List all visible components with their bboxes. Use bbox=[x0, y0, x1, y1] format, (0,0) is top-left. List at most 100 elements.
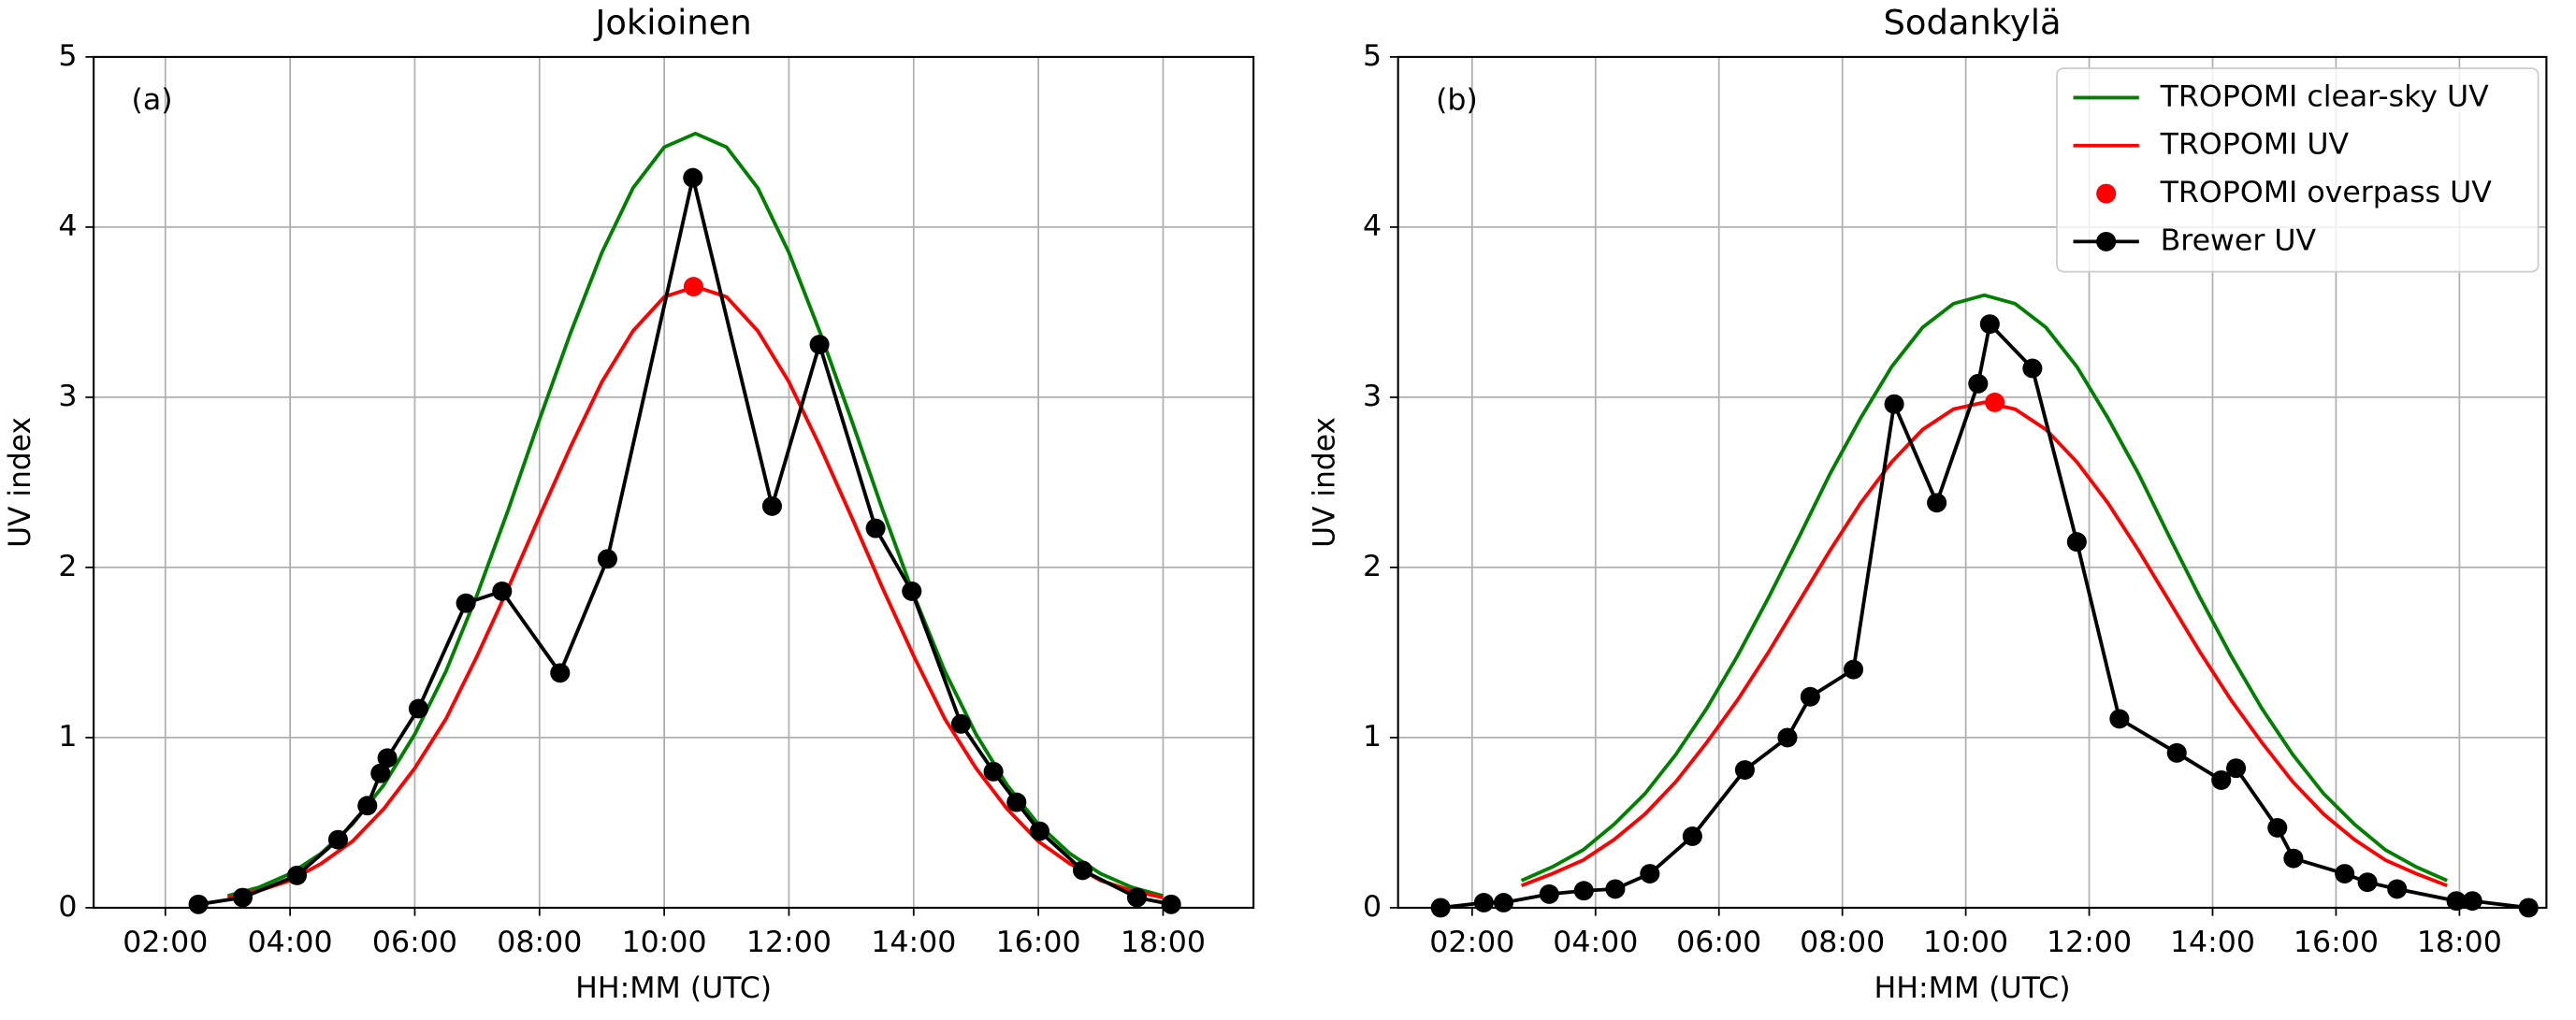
y-tick-label: 5 bbox=[1363, 39, 1382, 73]
data-point bbox=[761, 496, 782, 516]
x-tick-label: 06:00 bbox=[372, 926, 457, 959]
data-point bbox=[357, 796, 378, 816]
data-point bbox=[492, 581, 513, 601]
data-point bbox=[327, 829, 348, 850]
data-point bbox=[2066, 532, 2087, 553]
x-axis-label: HH:MM (UTC) bbox=[1874, 971, 2071, 1005]
x-tick-label: 12:00 bbox=[746, 926, 832, 959]
x-tick-label: 18:00 bbox=[1121, 926, 1206, 959]
data-point bbox=[232, 887, 253, 908]
legend-marker bbox=[2096, 231, 2117, 251]
y-tick-label: 4 bbox=[1363, 209, 1382, 243]
data-point bbox=[2166, 742, 2187, 763]
data-point bbox=[456, 593, 476, 613]
data-point bbox=[683, 167, 703, 188]
data-point bbox=[1006, 792, 1027, 812]
data-point bbox=[550, 663, 571, 683]
data-point bbox=[983, 761, 1004, 782]
legend-label: Brewer UV bbox=[2161, 223, 2317, 257]
data-point bbox=[2267, 817, 2288, 838]
data-point bbox=[286, 865, 307, 885]
data-point bbox=[1493, 893, 1514, 912]
data-point bbox=[1539, 884, 1559, 904]
y-tick-label: 4 bbox=[58, 209, 77, 243]
data-point bbox=[683, 277, 703, 297]
data-point bbox=[1573, 881, 1594, 901]
data-point bbox=[2387, 879, 2408, 899]
x-tick-label: 04:00 bbox=[1553, 926, 1638, 959]
chart-title: Jokioinen bbox=[593, 3, 751, 43]
legend-label: TROPOMI clear-sky UV bbox=[2160, 79, 2490, 113]
data-point bbox=[2211, 769, 2232, 790]
data-point bbox=[1844, 659, 1864, 680]
x-tick-label: 12:00 bbox=[2047, 926, 2132, 959]
legend-label: TROPOMI overpass UV bbox=[2160, 176, 2493, 209]
legend-box bbox=[2056, 67, 2540, 273]
data-point bbox=[2462, 891, 2482, 912]
x-tick-label: 16:00 bbox=[2294, 926, 2379, 959]
x-tick-label: 04:00 bbox=[248, 926, 333, 959]
data-point bbox=[809, 335, 830, 354]
x-tick-label: 10:00 bbox=[622, 926, 707, 959]
data-point bbox=[2022, 358, 2043, 379]
data-point bbox=[1072, 860, 1093, 881]
data-point bbox=[1800, 686, 1820, 707]
data-point bbox=[597, 549, 617, 569]
data-point bbox=[370, 763, 391, 783]
data-point bbox=[865, 518, 886, 539]
data-point bbox=[1985, 392, 2005, 412]
data-point bbox=[2335, 864, 2355, 884]
y-axis-label: UV index bbox=[1308, 417, 1341, 548]
x-tick-label: 10:00 bbox=[1923, 926, 2008, 959]
data-point bbox=[1161, 894, 1181, 914]
legend-label: TROPOMI UV bbox=[2160, 128, 2350, 162]
data-point bbox=[1682, 826, 1702, 846]
series-line bbox=[1520, 400, 2448, 888]
data-point bbox=[950, 713, 971, 734]
data-point bbox=[2357, 872, 2378, 893]
x-tick-label: 02:00 bbox=[1429, 926, 1514, 959]
data-point bbox=[1968, 373, 1989, 394]
data-point bbox=[1777, 727, 1798, 748]
data-point bbox=[1640, 864, 1660, 884]
y-tick-label: 0 bbox=[58, 890, 77, 924]
y-tick-label: 0 bbox=[1363, 890, 1382, 924]
data-point bbox=[377, 748, 398, 769]
y-tick-label: 5 bbox=[58, 39, 77, 73]
y-axis-label: UV index bbox=[4, 417, 37, 548]
data-point bbox=[1605, 879, 1626, 899]
data-point bbox=[1126, 887, 1147, 908]
x-tick-label: 08:00 bbox=[1800, 926, 1885, 959]
data-point bbox=[1979, 314, 2000, 335]
data-point bbox=[1734, 760, 1755, 780]
data-point bbox=[1884, 394, 1904, 414]
data-point bbox=[1927, 493, 1947, 513]
plot-frame bbox=[1397, 55, 2548, 909]
panel-label: (b) bbox=[1436, 83, 1478, 117]
chart-title: Sodankylä bbox=[1884, 3, 2062, 43]
data-point bbox=[188, 894, 209, 914]
x-axis-label: HH:MM (UTC) bbox=[575, 971, 772, 1005]
x-tick-label: 16:00 bbox=[996, 926, 1081, 959]
y-tick-label: 3 bbox=[1363, 380, 1382, 413]
series-line bbox=[1520, 293, 2448, 883]
data-point bbox=[408, 698, 428, 719]
data-point bbox=[2446, 891, 2467, 912]
data-point bbox=[1473, 893, 1494, 912]
x-tick-label: 14:00 bbox=[2170, 926, 2255, 959]
data-point bbox=[1029, 821, 1049, 841]
panel-label: (a) bbox=[132, 83, 173, 117]
y-tick-label: 3 bbox=[58, 380, 77, 413]
y-tick-label: 2 bbox=[1363, 550, 1382, 583]
legend-marker bbox=[2096, 183, 2117, 204]
plot-frame bbox=[93, 55, 1255, 909]
data-point bbox=[2226, 758, 2247, 779]
y-tick-label: 1 bbox=[58, 720, 77, 754]
x-tick-label: 02:00 bbox=[123, 926, 208, 959]
data-point bbox=[2109, 709, 2130, 729]
data-point bbox=[2283, 848, 2304, 869]
series-line bbox=[1440, 320, 2529, 910]
data-point bbox=[902, 581, 922, 601]
x-tick-label: 06:00 bbox=[1676, 926, 1761, 959]
